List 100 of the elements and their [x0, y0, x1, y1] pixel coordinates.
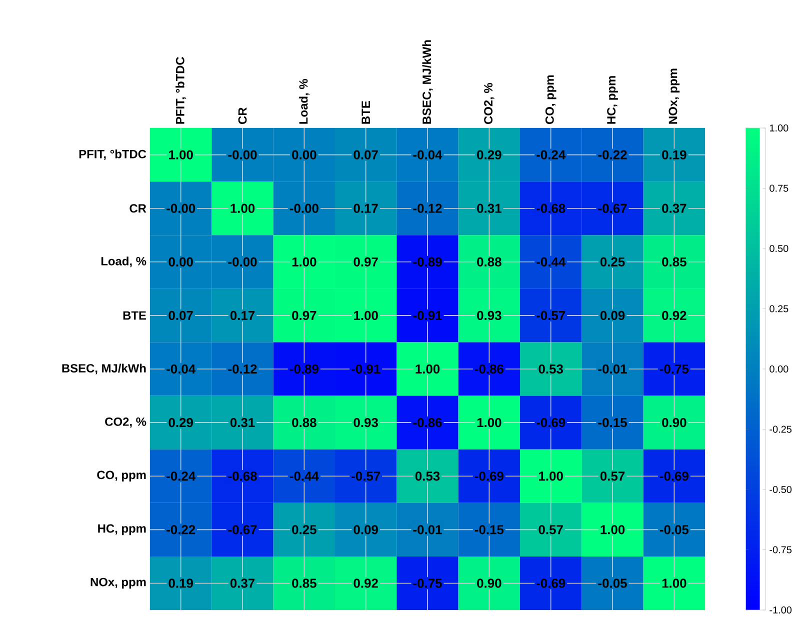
data-label: -0.04 — [166, 364, 196, 374]
y-tick-label: Load, % — [101, 256, 146, 268]
data-label: -0.15 — [598, 418, 627, 428]
data-label: -0.22 — [598, 150, 627, 160]
data-label: 1.00 — [169, 150, 193, 160]
data-label: -0.69 — [536, 578, 566, 588]
y-tick-label: HC, ppm — [98, 524, 146, 536]
x-tick-label: CO2, % — [484, 82, 494, 124]
data-label: -0.57 — [536, 310, 566, 320]
data-label: -0.05 — [598, 578, 627, 588]
x-tick-label: Load, % — [298, 78, 310, 124]
data-label: 0.31 — [477, 204, 502, 213]
color-bar-label: 0.25 — [770, 305, 788, 312]
data-label: 1.00 — [662, 578, 686, 588]
color-bar-label: -1.00 — [770, 606, 792, 614]
data-label: -0.01 — [413, 525, 442, 534]
data-label: 0.88 — [477, 257, 502, 266]
data-label: -0.22 — [166, 525, 196, 534]
data-label: 0.19 — [662, 150, 686, 160]
data-label: 0.09 — [600, 310, 625, 320]
data-label: -0.00 — [290, 204, 318, 213]
data-label: -0.86 — [474, 364, 504, 374]
data-label: 0.93 — [477, 310, 502, 320]
y-tick-label: CO2, % — [105, 417, 146, 428]
data-label: -0.00 — [166, 204, 196, 213]
data-label: -0.91 — [352, 364, 380, 374]
y-tick-label: BSEC, MJ/kWh — [62, 364, 146, 374]
data-label: -0.15 — [474, 525, 504, 534]
data-label: -0.04 — [413, 150, 442, 160]
data-label: 0.57 — [600, 472, 625, 481]
data-label: 0.90 — [477, 578, 502, 588]
data-label: 0.97 — [292, 310, 316, 320]
data-label: -0.75 — [660, 364, 689, 374]
data-label: -0.91 — [413, 310, 442, 320]
x-tick-label: CO, ppm — [545, 75, 556, 124]
data-label: 0.19 — [168, 578, 193, 588]
color-bar-label: 1.00 — [770, 124, 788, 132]
data-label: 1.00 — [354, 310, 378, 320]
data-label: -0.68 — [228, 472, 257, 481]
data-label: 1.00 — [230, 204, 255, 213]
data-label: 0.90 — [662, 418, 686, 428]
color-bar-label: 0.00 — [770, 365, 788, 373]
data-label: -0.44 — [290, 472, 319, 481]
data-label: 1.00 — [292, 257, 316, 266]
data-label: -0.75 — [413, 578, 442, 588]
data-label: 0.25 — [292, 525, 316, 534]
data-label: -0.01 — [598, 364, 627, 374]
data-label: -0.69 — [660, 472, 688, 481]
data-label: 0.17 — [354, 204, 378, 213]
y-tick-label: NOx, ppm — [90, 578, 146, 589]
data-label: 0.53 — [415, 472, 440, 481]
y-tick-label: PFIT, °bTDC — [79, 150, 146, 160]
data-label: -0.67 — [228, 525, 257, 534]
data-label: -0.57 — [352, 472, 380, 481]
data-label: 1.00 — [477, 418, 502, 428]
data-label: 0.07 — [168, 310, 193, 320]
data-label: 0.92 — [662, 310, 686, 320]
x-tick-label: BSEC, MJ/kWh — [422, 40, 433, 124]
data-label: -0.24 — [166, 472, 196, 481]
data-label: 0.00 — [292, 150, 316, 160]
color-bar-label: -0.25 — [770, 426, 792, 433]
color-bar-label: 0.50 — [770, 244, 788, 252]
data-label: 0.53 — [538, 364, 563, 374]
data-label: 0.17 — [230, 310, 255, 320]
data-label: -0.24 — [536, 150, 566, 160]
data-label: 0.31 — [230, 418, 255, 428]
data-label: 0.37 — [662, 204, 686, 213]
data-label: -0.69 — [474, 472, 504, 481]
color-bar-label: 0.75 — [770, 184, 788, 192]
data-label: 1.00 — [539, 472, 563, 481]
data-label: -0.86 — [413, 418, 442, 428]
x-tick-label: NOx, ppm — [668, 68, 680, 124]
data-label: 0.85 — [292, 578, 316, 588]
x-tick-label: BTE — [362, 101, 370, 124]
data-label: -0.68 — [536, 204, 566, 213]
data-label: 0.93 — [354, 418, 378, 428]
data-label: 0.97 — [354, 257, 378, 266]
data-label: -0.89 — [290, 364, 318, 374]
data-label: -0.69 — [536, 418, 566, 428]
data-label: -0.00 — [228, 257, 257, 266]
y-tick-label: CO, ppm — [97, 470, 146, 482]
y-tick-label: CR — [130, 204, 146, 213]
color-bar-label: -0.75 — [770, 546, 792, 554]
data-label: -0.44 — [536, 257, 566, 266]
data-label: 0.29 — [477, 150, 502, 160]
data-label: 1.00 — [416, 364, 440, 374]
data-label: -0.12 — [413, 204, 442, 213]
data-label: 0.07 — [354, 150, 378, 160]
y-tick-label: BTE — [123, 311, 146, 320]
data-label: -0.89 — [413, 257, 442, 266]
data-label: 1.00 — [600, 525, 625, 534]
data-label: -0.05 — [660, 525, 689, 534]
data-label: 0.00 — [168, 257, 193, 266]
data-label: 0.57 — [538, 525, 563, 534]
data-label: 0.85 — [662, 257, 686, 266]
data-label: 0.92 — [354, 578, 378, 588]
color-bar-label: -0.50 — [770, 486, 792, 494]
data-label: -0.67 — [598, 204, 627, 213]
data-label: 0.09 — [354, 525, 378, 534]
data-label: 0.29 — [168, 418, 193, 428]
